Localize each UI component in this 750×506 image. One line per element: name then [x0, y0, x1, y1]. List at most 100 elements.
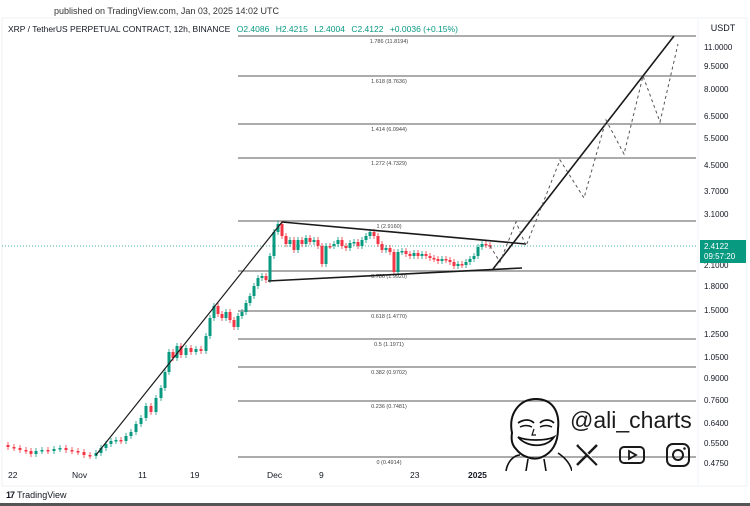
candle-body [18, 448, 22, 450]
fib-level-label: 1.786 (11.8194) [370, 39, 409, 45]
candle-body [252, 286, 256, 296]
candle-body [139, 418, 143, 424]
x-axis-tick: Dec [267, 470, 283, 480]
y-axis-tick: 1.5000 [704, 306, 729, 315]
impulse-trendline [95, 221, 283, 456]
candle-body [308, 238, 312, 242]
youtube-icon[interactable] [618, 441, 646, 469]
candle-body [332, 244, 336, 246]
chart-header: XRP / TetherUS PERPETUAL CONTRACT, 12h, … [8, 24, 458, 34]
tradingview-logo-text: TradingView [17, 490, 67, 500]
candle-body [64, 448, 68, 450]
candle-body [428, 256, 432, 258]
candle-body [24, 450, 28, 452]
candle-body [432, 258, 436, 260]
candle-body [424, 254, 428, 256]
candle-body [6, 445, 10, 447]
candle-body [154, 398, 158, 412]
y-axis-tick: 3.7000 [704, 187, 729, 196]
x-axis-tick: 23 [410, 470, 420, 480]
fib-level-label: 1.414 (6.0944) [371, 127, 407, 133]
x-axis-tick: 9 [319, 470, 324, 480]
instagram-icon[interactable] [664, 441, 692, 469]
current-price: 2.4122 [704, 242, 729, 251]
candle-body [119, 440, 123, 442]
candle-body [328, 246, 332, 248]
candle-body [368, 232, 372, 236]
candle-body [384, 248, 388, 250]
candle-body [167, 352, 171, 372]
candle-body [484, 244, 488, 246]
candle-body [175, 346, 179, 358]
y-axis-tick: 0.5500 [704, 439, 729, 448]
bottom-border [0, 503, 750, 506]
candle-body [236, 316, 240, 327]
candle-body [272, 232, 276, 256]
candle-body [248, 296, 252, 303]
candle-body [159, 388, 163, 398]
candle-body [380, 244, 384, 250]
candle-body [304, 238, 308, 244]
x-axis-tick: Nov [72, 470, 88, 480]
candle-body [292, 240, 296, 250]
candle-body [52, 449, 56, 451]
candle-body [208, 318, 212, 336]
fib-level-label: 0.382 (0.9702) [371, 370, 407, 376]
candle-body [264, 276, 268, 280]
candle-body [204, 336, 208, 351]
candle-body [256, 278, 260, 286]
fib-level-label: 0.5 (1.1971) [374, 342, 404, 348]
x-icon[interactable] [573, 441, 601, 469]
candle-body [70, 450, 74, 452]
candle-body [82, 452, 86, 455]
candle-body [444, 259, 448, 261]
candle-body [104, 444, 108, 448]
candle-body [440, 259, 444, 261]
y-axis-tick: 1.2500 [704, 330, 729, 339]
candle-body [336, 240, 340, 244]
candle-body [194, 349, 198, 352]
fib-level-label: 1.618 (8.7636) [371, 79, 407, 85]
candle-body [320, 246, 324, 264]
candle-body [340, 240, 344, 246]
candle-body [163, 372, 167, 388]
symbol-title: XRP / TetherUS PERPETUAL CONTRACT, 12h, … [8, 24, 231, 34]
y-axis-tick: 4.5000 [704, 161, 729, 170]
tradingview-logo[interactable]: 17 TradingView [6, 490, 67, 500]
candle-body [300, 240, 304, 244]
y-axis-tick: 8.0000 [704, 85, 729, 94]
candle-body [240, 312, 244, 316]
meme-face-icon [505, 397, 572, 471]
candle-body [416, 253, 420, 256]
candle-body [312, 240, 316, 242]
x-axis-tick: 11 [138, 470, 147, 480]
candle-body [296, 240, 300, 250]
y-axis-tick: 0.9000 [704, 374, 729, 383]
current-price-tag: 2.4122 09:57:20 [700, 240, 746, 263]
candle-body [46, 450, 50, 452]
candle-body [40, 450, 44, 452]
candle-body [184, 348, 188, 355]
projection-trendline [492, 35, 675, 270]
y-axis-tick: 9.5000 [704, 62, 729, 71]
triangle-upper-line [281, 221, 527, 245]
y-axis-tick: 0.7600 [704, 396, 729, 405]
candle-body [220, 314, 224, 318]
currency-label[interactable]: USDT [700, 20, 746, 36]
y-axis-tick: 1.8000 [704, 282, 729, 291]
candle-body [476, 247, 480, 256]
chart-frame [1, 17, 748, 487]
candle-body [179, 346, 183, 355]
candle-body [171, 352, 175, 358]
candle-body [472, 256, 476, 259]
ohlc-low: L2.4004 [314, 24, 345, 34]
candle-body [480, 244, 484, 247]
candle-body [276, 224, 280, 232]
candle-body [244, 303, 248, 312]
candle-body [212, 306, 216, 318]
y-axis-tick: 6.5000 [704, 112, 729, 121]
candle-body [436, 259, 440, 261]
candle-body [404, 251, 408, 254]
candle-body [124, 436, 128, 441]
